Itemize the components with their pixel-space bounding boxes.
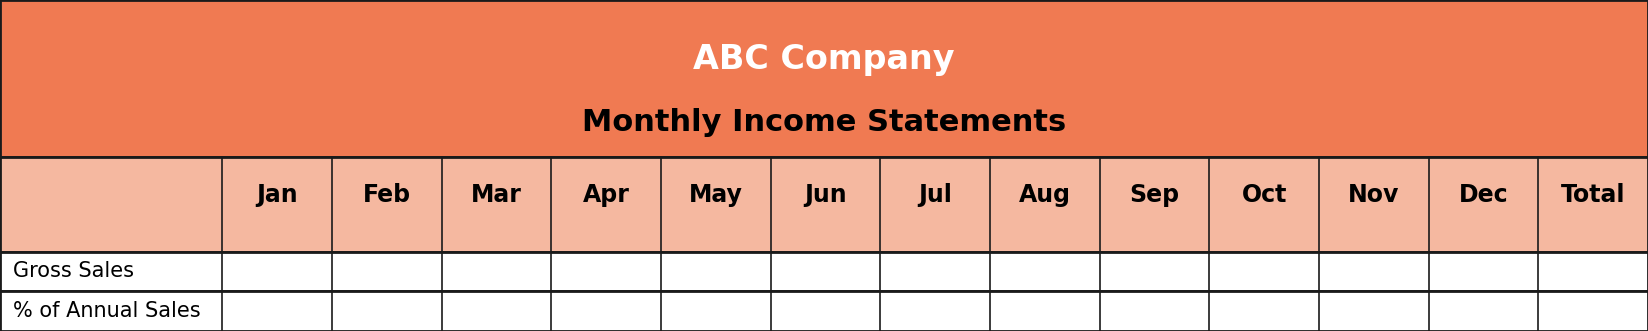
Text: Gross Sales: Gross Sales: [13, 261, 133, 281]
Text: Oct: Oct: [1241, 183, 1287, 207]
Text: Jan: Jan: [257, 183, 298, 207]
Text: Jun: Jun: [804, 183, 847, 207]
Text: Jul: Jul: [918, 183, 953, 207]
Bar: [0, 157, 1648, 252]
Bar: [0, 291, 1648, 331]
Text: Dec: Dec: [1458, 183, 1508, 207]
Text: Aug: Aug: [1018, 183, 1071, 207]
Text: Total: Total: [1561, 183, 1625, 207]
Text: Feb: Feb: [363, 183, 410, 207]
Text: Apr: Apr: [583, 183, 630, 207]
Text: Sep: Sep: [1129, 183, 1180, 207]
Bar: [0, 0, 1648, 157]
Text: % of Annual Sales: % of Annual Sales: [13, 301, 201, 321]
Bar: [0, 252, 1648, 291]
Text: ABC Company: ABC Company: [694, 43, 954, 76]
Text: Mar: Mar: [471, 183, 522, 207]
Text: Nov: Nov: [1348, 183, 1399, 207]
Text: May: May: [689, 183, 743, 207]
Text: Monthly Income Statements: Monthly Income Statements: [582, 108, 1066, 137]
